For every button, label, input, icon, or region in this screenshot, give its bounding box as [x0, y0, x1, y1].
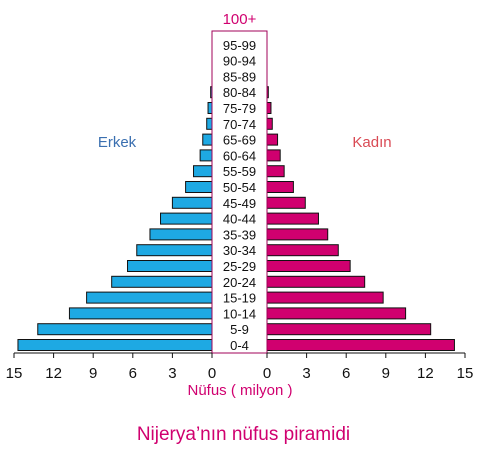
age-label-65-69: 65-69 — [223, 133, 256, 148]
bar-female-15-19 — [266, 291, 384, 304]
bar-female-25-29 — [266, 260, 351, 272]
chart-caption: Nijerya’nın nüfus piramidi — [136, 424, 351, 445]
bar-male-20-24 — [111, 275, 213, 288]
x-tick-label: 9 — [382, 365, 390, 382]
age-labels: 0-45-910-1415-1920-2425-2930-3435-3940-4… — [223, 38, 256, 353]
bar-male-45-49 — [171, 196, 213, 209]
x-axis-label: Nüfus ( milyon ) — [187, 382, 292, 399]
bar-male-40-44 — [160, 212, 213, 225]
x-tick-label: 3 — [168, 365, 176, 382]
bar-female-5-9 — [266, 323, 432, 336]
age-label-box — [211, 30, 268, 354]
x-tick-label: 3 — [302, 365, 310, 382]
male-bars — [17, 86, 213, 351]
bar-male-75-79 — [207, 102, 213, 114]
age-label-70-74: 70-74 — [223, 117, 256, 132]
bar-male-15-19 — [86, 291, 213, 304]
age-label-10-14: 10-14 — [223, 306, 256, 321]
bar-male-60-64 — [199, 149, 213, 162]
age-label-85-89: 85-89 — [223, 69, 256, 84]
age-label-15-19: 15-19 — [223, 291, 256, 306]
x-tick-label: 0 — [263, 365, 271, 382]
x-tick-label: 15 — [6, 365, 23, 382]
bar-male-35-39 — [149, 228, 213, 241]
female-label: Kadın — [352, 134, 391, 151]
age-label-55-59: 55-59 — [223, 164, 256, 179]
x-tick-label: 0 — [208, 365, 216, 382]
x-tick-label: 12 — [417, 365, 434, 382]
top-age-label: 100+ — [223, 11, 257, 28]
female-bars — [266, 86, 455, 351]
bar-male-55-59 — [193, 165, 213, 178]
age-label-0-4: 0-4 — [230, 338, 249, 353]
age-label-25-29: 25-29 — [223, 259, 256, 274]
bar-female-55-59 — [266, 165, 285, 178]
bar-male-0-4 — [17, 339, 213, 351]
bar-male-65-69 — [202, 133, 213, 146]
bar-male-30-34 — [136, 244, 213, 257]
age-label-90-94: 90-94 — [223, 54, 256, 69]
x-tick-label: 12 — [45, 365, 62, 382]
bar-male-25-29 — [127, 260, 213, 272]
age-label-20-24: 20-24 — [223, 275, 256, 290]
bar-female-0-4 — [266, 339, 455, 351]
bar-male-50-54 — [185, 181, 213, 193]
x-tick-label: 6 — [129, 365, 137, 382]
bar-male-10-14 — [68, 307, 213, 320]
age-label-40-44: 40-44 — [223, 212, 256, 227]
bar-female-20-24 — [266, 275, 366, 288]
x-axis: 15 12 9 6 3 0 0 3 6 9 12 15 — [6, 352, 474, 382]
age-label-75-79: 75-79 — [223, 101, 256, 116]
age-label-50-54: 50-54 — [223, 180, 256, 195]
bar-female-50-54 — [266, 181, 294, 193]
age-label-5-9: 5-9 — [230, 322, 249, 337]
x-tick-label: 6 — [342, 365, 350, 382]
bar-female-35-39 — [266, 228, 329, 241]
x-tick-label: 15 — [457, 365, 474, 382]
bar-female-60-64 — [266, 149, 281, 162]
bar-female-45-49 — [266, 196, 306, 209]
bar-male-5-9 — [37, 323, 213, 336]
age-label-60-64: 60-64 — [223, 148, 256, 163]
bar-female-75-79 — [266, 102, 272, 114]
bar-female-70-74 — [266, 117, 273, 130]
bar-female-40-44 — [266, 212, 319, 225]
bar-male-70-74 — [206, 117, 213, 130]
bar-female-65-69 — [266, 133, 279, 146]
age-label-35-39: 35-39 — [223, 227, 256, 242]
x-tick-label: 9 — [89, 365, 97, 382]
male-label: Erkek — [98, 134, 137, 151]
age-label-30-34: 30-34 — [223, 243, 256, 258]
age-label-95-99: 95-99 — [223, 38, 256, 53]
age-label-45-49: 45-49 — [223, 196, 256, 211]
age-label-80-84: 80-84 — [223, 85, 256, 100]
bar-female-10-14 — [266, 307, 407, 320]
bar-female-30-34 — [266, 244, 339, 257]
